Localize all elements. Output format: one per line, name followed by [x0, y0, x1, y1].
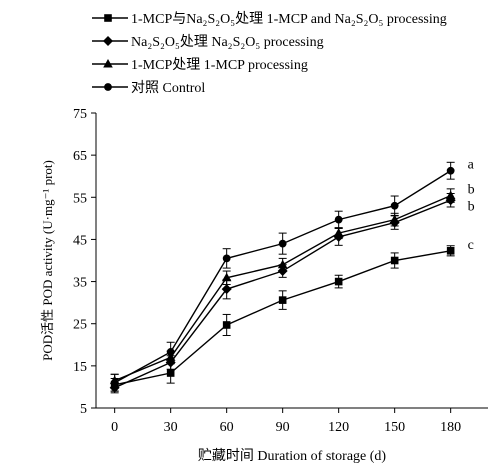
legend-item: 1-MCP处理 1-MCP processing [92, 57, 308, 73]
data-point [110, 378, 119, 387]
x-tick-label: 30 [164, 420, 178, 435]
y-axis-label: POD活性 POD activity (U·mg⁻¹ prot) [40, 160, 55, 361]
y-tick-label: 75 [73, 107, 87, 122]
x-tick-label: 60 [220, 420, 234, 435]
data-point [334, 215, 343, 224]
legend: 1-MCP与Na₂S₂O₅处理 1-MCP and Na₂S₂O₅ proces… [92, 11, 447, 96]
data-point [221, 284, 232, 295]
significance-label: b [468, 200, 475, 215]
significance-label: c [468, 238, 474, 253]
x-tick-label: 120 [328, 420, 349, 435]
y-tick-label: 65 [73, 149, 87, 164]
legend-marker [103, 59, 113, 68]
x-tick-label: 90 [276, 420, 290, 435]
significance-label: a [468, 158, 475, 173]
x-tick-label: 180 [440, 420, 461, 435]
series-circle [110, 161, 455, 392]
y-tick-label: 55 [73, 191, 87, 206]
axes: 5 15 25 35 45 55 65 75 0 30 60 90 120 150 180 [73, 107, 488, 435]
legend-label: 1-MCP处理 1-MCP processing [131, 57, 308, 73]
legend-label: Na₂S₂O₅处理 Na₂S₂O₅ processing [131, 34, 324, 50]
y-tick-label: 15 [73, 360, 87, 375]
data-point [446, 247, 455, 255]
data-point [277, 259, 288, 269]
data-point [166, 348, 175, 356]
data-point [221, 272, 232, 282]
y-tick-label: 35 [73, 276, 87, 291]
data-point [334, 277, 343, 286]
legend-item: 1-MCP与Na₂S₂O₅处理 1-MCP and Na₂S₂O₅ proces… [92, 11, 447, 27]
legend-marker [104, 14, 112, 22]
legend-marker [103, 36, 113, 46]
y-tick-label: 5 [80, 402, 87, 417]
series-line [114, 194, 451, 382]
legend-item: Na₂S₂O₅处理 Na₂S₂O₅ processing [92, 34, 324, 50]
data-point [390, 201, 399, 210]
data-point [389, 214, 400, 224]
data-point [333, 228, 344, 237]
data-point [445, 190, 456, 200]
data-point [390, 256, 399, 265]
y-tick-label: 25 [73, 318, 87, 333]
data-point [222, 321, 231, 329]
legend-marker [104, 83, 112, 91]
data-point [278, 296, 287, 304]
legend-item: 对照 Control [92, 80, 205, 96]
data-point [166, 369, 175, 377]
x-axis-label: 贮藏时间 Duration of storage (d) [198, 448, 387, 464]
data-point [222, 254, 231, 263]
x-tick-label: 0 [111, 420, 118, 435]
legend-label: 对照 Control [131, 80, 205, 96]
data-point [446, 166, 455, 175]
legend-label: 1-MCP与Na₂S₂O₅处理 1-MCP and Na₂S₂O₅ proces… [131, 11, 447, 27]
data-point [278, 239, 287, 248]
x-tick-label: 150 [384, 420, 405, 435]
significance-label: b [468, 183, 475, 198]
series-layer [109, 161, 456, 394]
y-tick-label: 45 [73, 233, 87, 248]
